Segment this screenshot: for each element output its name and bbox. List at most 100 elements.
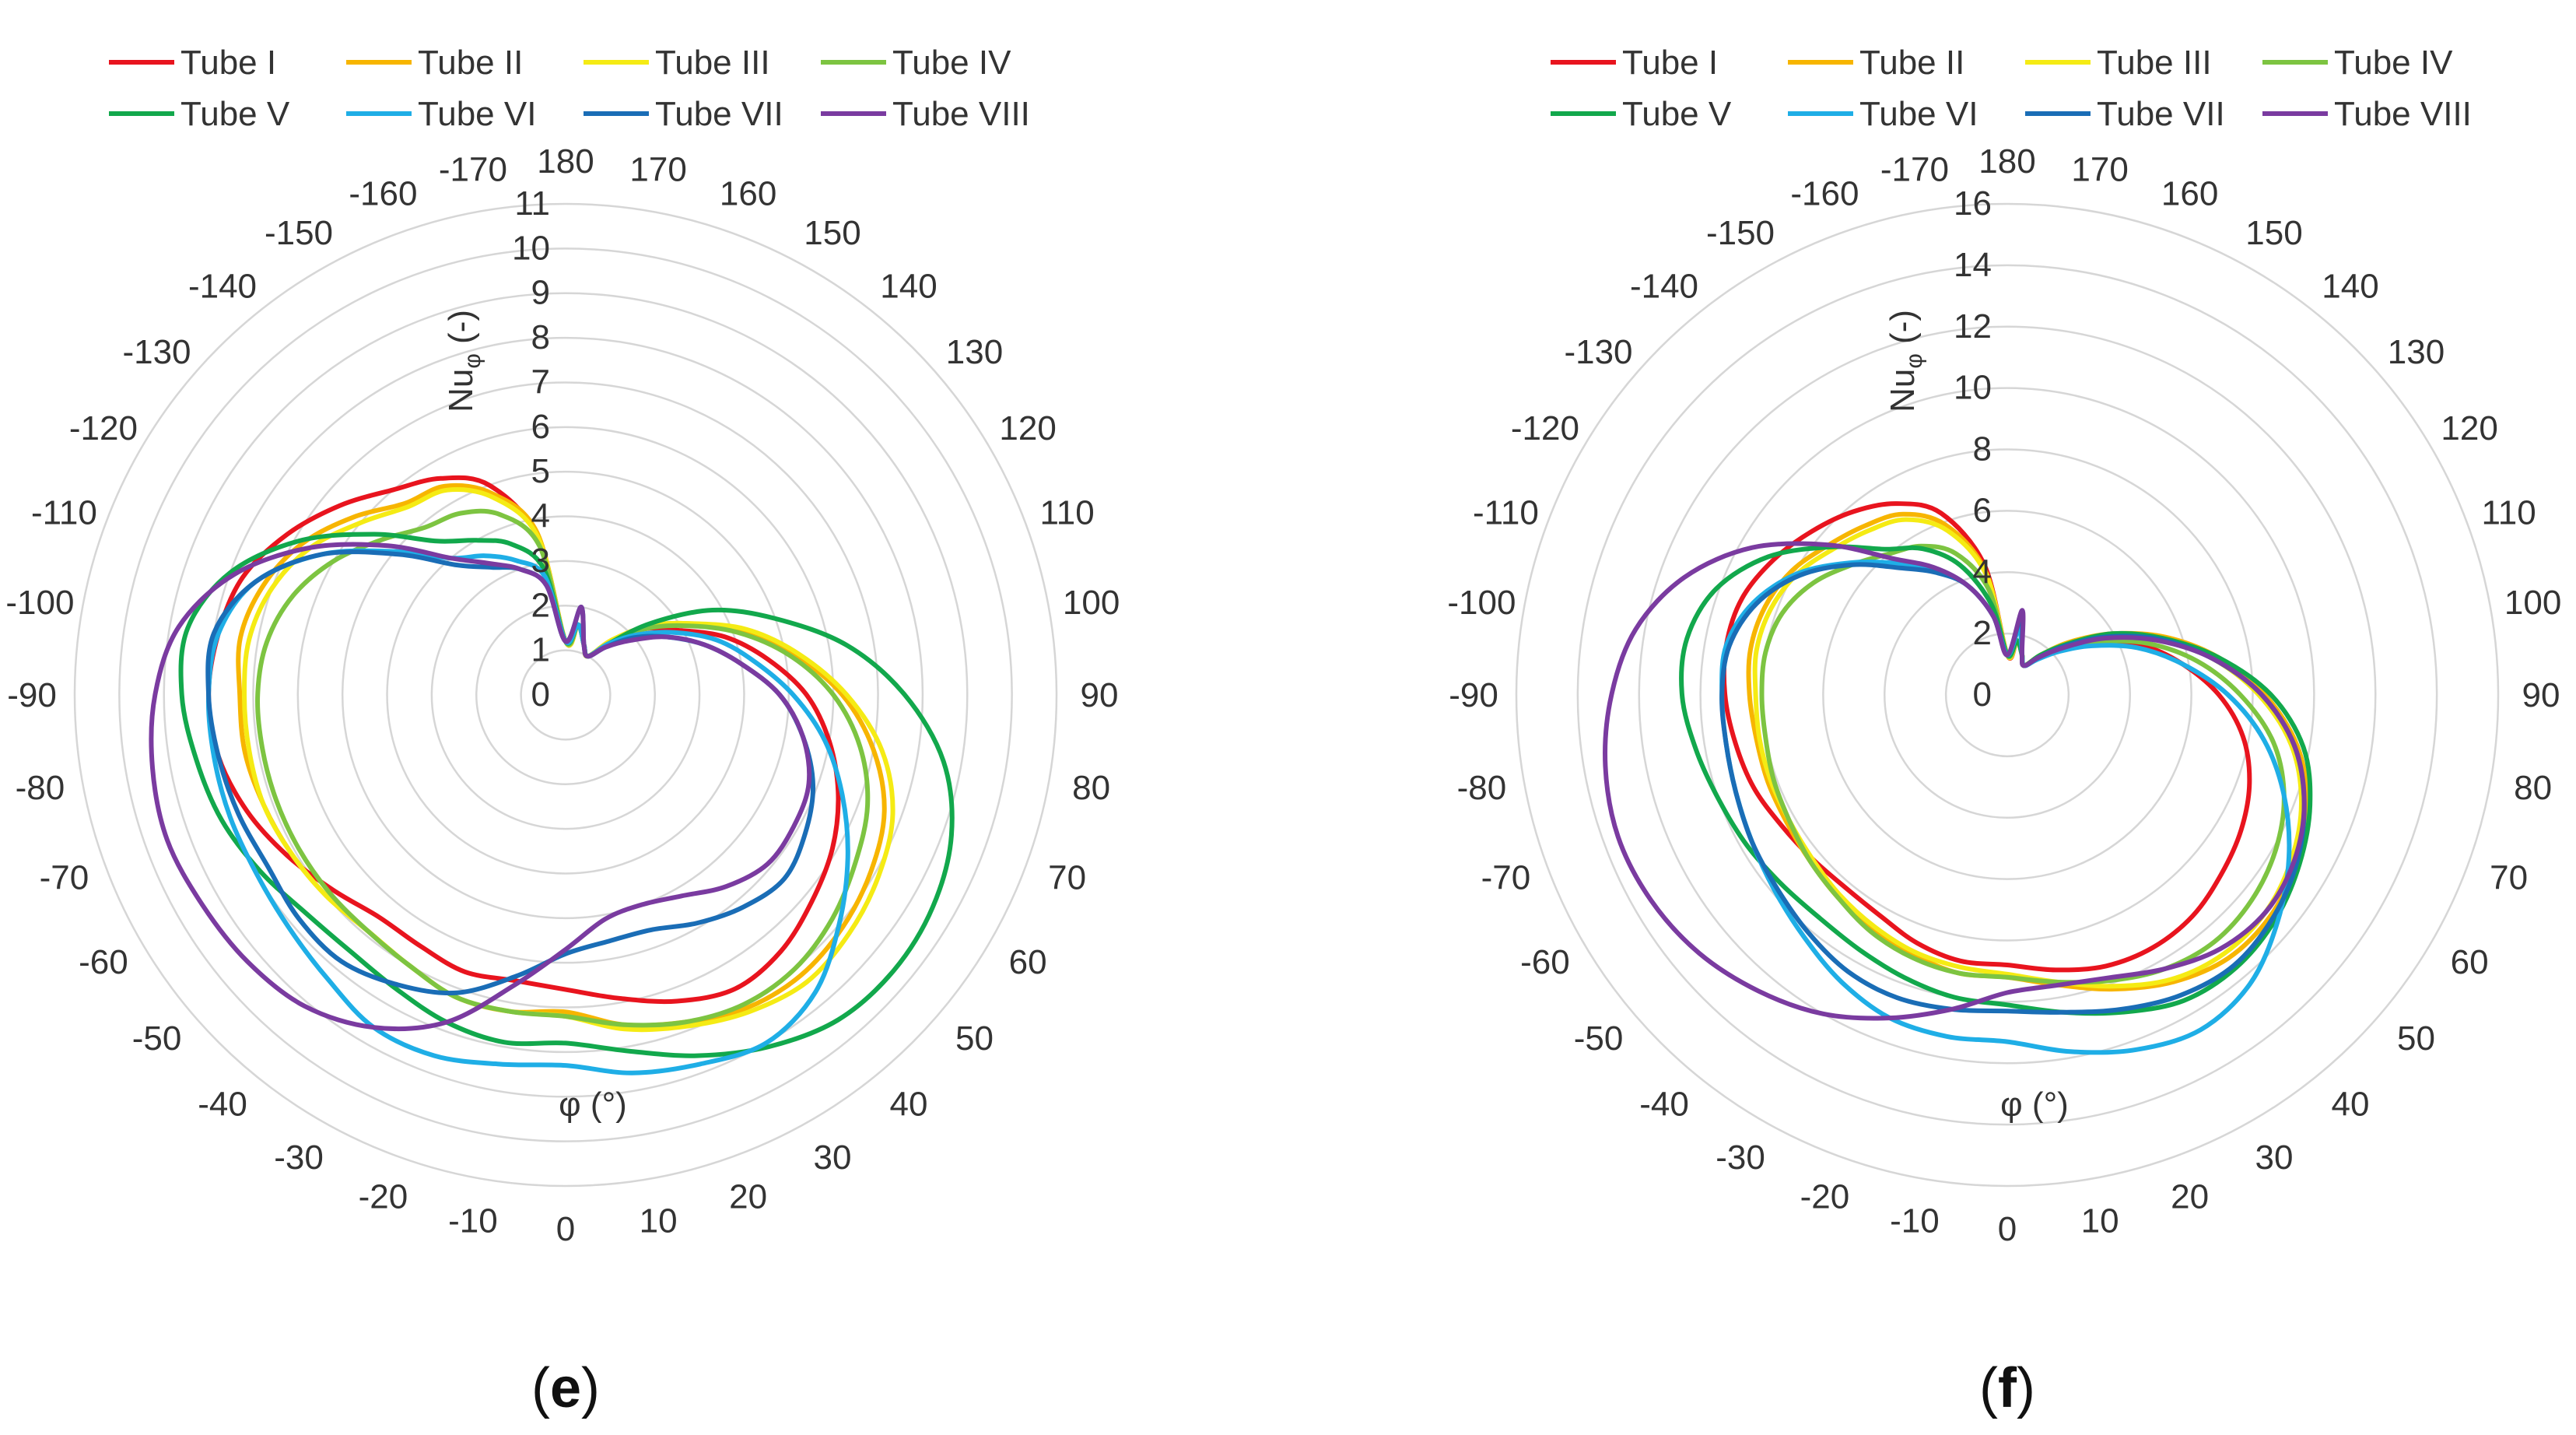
- angle-tick-110-f: 110: [2482, 493, 2536, 532]
- grid-circle-2-e: [475, 605, 656, 785]
- angle-tick-neg90-f: -90: [1449, 676, 1498, 714]
- legend-item-tube-viii-f: Tube VIII: [2262, 95, 2472, 133]
- angle-tick-neg50-f: -50: [1574, 1019, 1624, 1058]
- legend-item-tube-i-f: Tube I: [1551, 44, 1718, 82]
- series-line-tube-viii-e: [149, 542, 812, 1031]
- radial-tick-2-e: 2: [531, 586, 550, 624]
- angle-tick-20-f: 20: [2171, 1178, 2209, 1216]
- radial-tick-5-e: 5: [531, 452, 550, 490]
- angle-tick-0-f: 0: [1998, 1210, 2017, 1248]
- angle-tick-50-e: 50: [955, 1019, 994, 1058]
- angle-tick-140-f: 140: [2322, 268, 2378, 306]
- grid-circle-11-e: [73, 202, 1058, 1188]
- legend-label-tube-vi-f: Tube VI: [1859, 95, 1978, 133]
- legend-f: Tube I Tube II Tube III Tube IV Tube V Tube V…: [1551, 44, 2472, 133]
- radial-tick-11-e: 11: [514, 184, 550, 223]
- series-line-tube-i-e: [206, 475, 841, 1005]
- radial-tick-labels-e: 0 1 2 3 4 5 6 7 8 9 10 11: [512, 184, 550, 714]
- angle-tick-neg30-e: -30: [274, 1139, 324, 1177]
- radial-tick-4-e: 4: [531, 497, 550, 535]
- legend-label-tube-v-e: Tube V: [180, 95, 290, 133]
- grid-circle-10-f: [1699, 387, 2315, 1003]
- legend-label-tube-i-e: Tube I: [180, 44, 276, 82]
- angle-tick-60-e: 60: [1009, 943, 1047, 981]
- radial-tick-7-e: 7: [531, 363, 550, 401]
- legend-item-tube-viii-e: Tube VIII: [821, 95, 1030, 133]
- legend-item-tube-vi-e: Tube VI: [346, 95, 536, 133]
- panel-label-e: (e): [531, 1357, 600, 1419]
- angle-tick-neg170-f: -170: [1880, 150, 1949, 188]
- legend-item-tube-v-e: Tube V: [109, 95, 290, 133]
- radial-tick-8-f: 8: [1973, 430, 1992, 468]
- legend-item-tube-vii-e: Tube VII: [584, 95, 783, 133]
- radial-tick-3-e: 3: [531, 542, 550, 580]
- legend-item-tube-vi-f: Tube VI: [1788, 95, 1978, 133]
- angle-tick-170-e: 170: [629, 150, 686, 188]
- legend-item-tube-ii-f: Tube II: [1788, 44, 1964, 82]
- legend-item-tube-v-f: Tube V: [1551, 95, 1732, 133]
- grid-circle-4-f: [1884, 571, 2131, 819]
- angle-tick-neg80-e: -80: [16, 769, 65, 807]
- angle-tick-160-f: 160: [2161, 174, 2218, 212]
- series-line-tube-vi-f: [1719, 559, 2292, 1055]
- angle-tick-70-e: 70: [1048, 859, 1086, 897]
- angle-tick-labels-f: 0 102030405060708090100110120130140150160…: [1447, 142, 2561, 1248]
- legend-label-tube-vi-e: Tube VI: [418, 95, 536, 133]
- angle-tick-180-f: 180: [1978, 142, 2035, 181]
- angle-tick-40-e: 40: [890, 1086, 928, 1124]
- grid-circle-9-e: [163, 292, 969, 1098]
- radial-tick-2-f: 2: [1973, 614, 1992, 652]
- angle-tick-120-f: 120: [2441, 409, 2497, 447]
- angle-tick-neg120-f: -120: [1511, 409, 1579, 447]
- angle-tick-neg140-e: -140: [188, 268, 257, 306]
- grid-circle-16-f: [1515, 202, 2500, 1188]
- angle-tick-neg160-f: -160: [1790, 174, 1859, 212]
- radial-tick-1-e: 1: [531, 631, 550, 669]
- angle-tick-neg150-f: -150: [1706, 214, 1775, 252]
- angle-tick-neg10-e: -10: [448, 1202, 498, 1240]
- series-curves-e: [149, 475, 955, 1075]
- legend-label-tube-ii-f: Tube II: [1859, 44, 1964, 82]
- grid-circle-2-f: [1944, 632, 2070, 758]
- angle-tick-90-e: 90: [1081, 676, 1119, 714]
- angular-axis-label-e: φ (°): [559, 1086, 627, 1124]
- legend-item-tube-iii-e: Tube III: [584, 44, 770, 82]
- legend-label-tube-ii-e: Tube II: [418, 44, 523, 82]
- legend-label-tube-iv-e: Tube IV: [892, 44, 1011, 82]
- radial-tick-0-f: 0: [1973, 675, 1992, 714]
- angle-tick-20-e: 20: [729, 1178, 767, 1216]
- grid-circle-10-e: [118, 247, 1013, 1142]
- angle-tick-neg150-e: -150: [265, 214, 333, 252]
- series-curves-f: [1603, 501, 2313, 1055]
- angle-tick-10-e: 10: [640, 1202, 678, 1240]
- angle-tick-150-f: 150: [2245, 214, 2302, 252]
- angle-tick-neg40-e: -40: [198, 1086, 247, 1124]
- angle-tick-neg40-f: -40: [1639, 1086, 1689, 1124]
- angle-tick-10-f: 10: [2081, 1202, 2119, 1240]
- radial-tick-10-f: 10: [1954, 369, 1992, 407]
- angle-tick-neg80-f: -80: [1457, 769, 1507, 807]
- grid-circle-4-e: [386, 515, 745, 875]
- legend-label-tube-iii-f: Tube III: [2097, 44, 2212, 82]
- angle-tick-170-f: 170: [2071, 150, 2128, 188]
- radial-tick-12-f: 12: [1954, 307, 1992, 346]
- angle-tick-neg30-f: -30: [1716, 1139, 1765, 1177]
- legend-item-tube-iv-f: Tube IV: [2262, 44, 2453, 82]
- angle-tick-neg10-f: -10: [1890, 1202, 1940, 1240]
- angle-tick-0-e: 0: [556, 1210, 575, 1248]
- radial-tick-14-f: 14: [1954, 246, 1992, 284]
- angle-tick-neg70-f: -70: [1481, 859, 1531, 897]
- legend-e: Tube I Tube II Tube III Tube IV Tube V Tube V…: [109, 44, 1030, 133]
- angular-axis-label-f: φ (°): [2000, 1086, 2069, 1124]
- angle-tick-labels-e: 0 102030405060708090100110120130140150160…: [5, 142, 1120, 1248]
- radial-gridlines-f: [1515, 202, 2500, 1188]
- angle-tick-130-f: 130: [2388, 333, 2445, 371]
- legend-label-tube-vii-e: Tube VII: [655, 95, 783, 133]
- radial-tick-10-e: 10: [512, 229, 550, 267]
- radial-tick-9-e: 9: [531, 274, 550, 312]
- angle-tick-100-e: 100: [1063, 584, 1120, 622]
- angle-tick-100-f: 100: [2504, 584, 2561, 622]
- grid-circle-14-f: [1576, 264, 2438, 1126]
- polar-chart-f: Tube I Tube II Tube III Tube IV Tube V Tube V…: [1447, 44, 2561, 1419]
- angle-tick-neg20-f: -20: [1800, 1178, 1850, 1216]
